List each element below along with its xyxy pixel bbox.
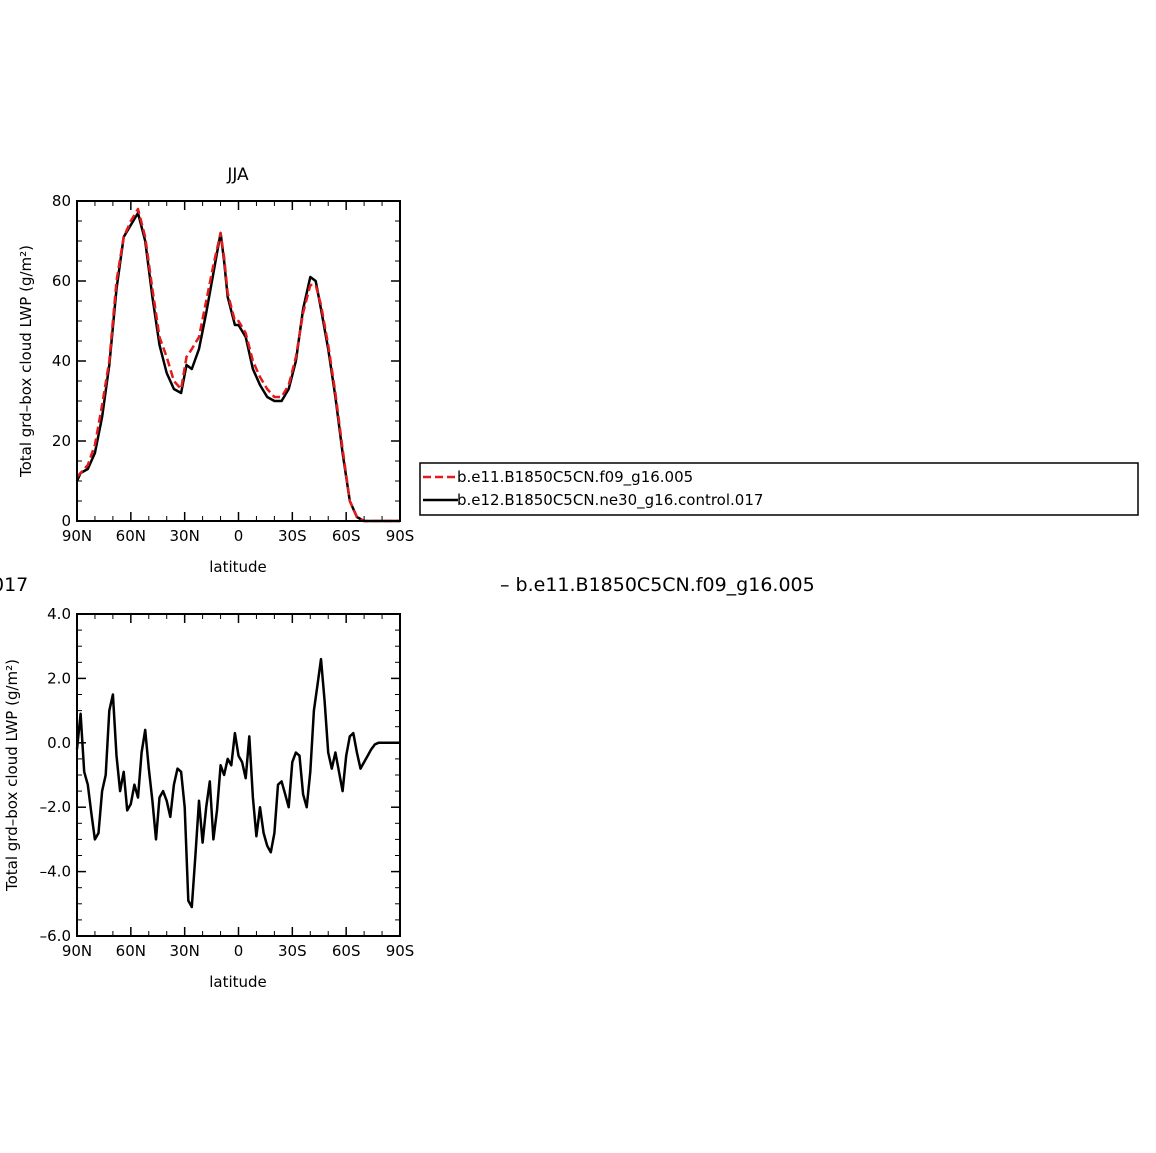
top-panel-series-line-1 — [75, 211, 400, 523]
top-panel-x-tick-label: 60N — [116, 527, 146, 545]
legend-box — [419, 462, 1139, 516]
top-panel-x-tick-label: 30S — [278, 527, 307, 545]
bottom-panel-y-tick-label: –4.0 — [40, 863, 71, 881]
legend: b.e11.B1850C5CN.f09_g16.005 b.e12.B1850C… — [419, 462, 1139, 516]
bottom-panel-xlabel: latitude — [209, 973, 267, 991]
top-panel-x-tick-label: 60S — [332, 527, 361, 545]
bottom-panel-y-tick-label: –6.0 — [40, 927, 71, 945]
clipped-title-fragment-right: – b.e11.B1850C5CN.f09_g16.005 — [500, 574, 815, 596]
bottom-panel-ticks: 90N 60N 30N 0 30S 60S 90S 4.0 2.0 0.0 –2.0 –4.0 –6.0 — [40, 605, 415, 960]
bottom-panel-frame — [76, 613, 401, 937]
bottom-panel-y-tick-label: 2.0 — [47, 669, 71, 687]
bottom-panel-lines — [75, 657, 400, 909]
top-panel-y-tick-label: 60 — [52, 272, 71, 290]
bottom-panel-y-tick-label: 0.0 — [47, 734, 71, 752]
top-panel-y-tick-label: 0 — [61, 512, 71, 530]
top-panel-frame — [76, 200, 401, 522]
top-panel-lines — [75, 207, 400, 523]
bottom-panel-y-tick-label: 4.0 — [47, 605, 71, 623]
bottom-panel-x-tick-label: 0 — [234, 942, 244, 960]
bottom-panel-x-tick-label: 60N — [116, 942, 146, 960]
bottom-panel-x-tick-label: 90N — [62, 942, 92, 960]
top-panel-xlabel: latitude — [209, 558, 267, 576]
legend-entry-model-a: b.e11.B1850C5CN.f09_g16.005 — [457, 468, 693, 487]
bottom-panel-series-line-0 — [75, 657, 400, 909]
clipped-title-fragment-left: 017 — [0, 574, 28, 596]
top-panel-x-tick-label: 90S — [386, 527, 415, 545]
top-panel-x-tick-label: 30N — [170, 527, 200, 545]
bottom-panel: 90N 60N 30N 0 30S 60S 90S 4.0 2.0 0.0 –2.0 –4.0 –6.0… — [3, 605, 414, 991]
legend-entry-model-b: b.e12.B1850C5CN.ne30_g16.control.017 — [457, 491, 763, 510]
top-panel-y-tick-label: 80 — [52, 192, 71, 210]
bottom-panel-y-tick-label: –2.0 — [40, 798, 71, 816]
top-panel-y-tick-label: 20 — [52, 432, 71, 450]
top-panel-x-tick-label: 90N — [62, 527, 92, 545]
top-panel: JJA 90N 60N 30N 0 30S 60S 90S 0 20 40 60 80 latitud… — [17, 165, 414, 576]
bottom-panel-x-tick-label: 30N — [170, 942, 200, 960]
bottom-panel-ylabel: Total grd–box cloud LWP (g/m²) — [3, 659, 21, 892]
top-panel-ylabel: Total grd–box cloud LWP (g/m²) — [17, 245, 35, 478]
bottom-panel-x-tick-label: 90S — [386, 942, 415, 960]
bottom-panel-x-tick-label: 60S — [332, 942, 361, 960]
top-panel-title: JJA — [226, 165, 249, 185]
top-panel-x-tick-label: 0 — [234, 527, 244, 545]
top-panel-series-line-0 — [76, 207, 400, 523]
top-panel-y-tick-label: 40 — [52, 352, 71, 370]
top-panel-ticks: 90N 60N 30N 0 30S 60S 90S 0 20 40 60 80 — [52, 192, 414, 545]
bottom-panel-x-tick-label: 30S — [278, 942, 307, 960]
